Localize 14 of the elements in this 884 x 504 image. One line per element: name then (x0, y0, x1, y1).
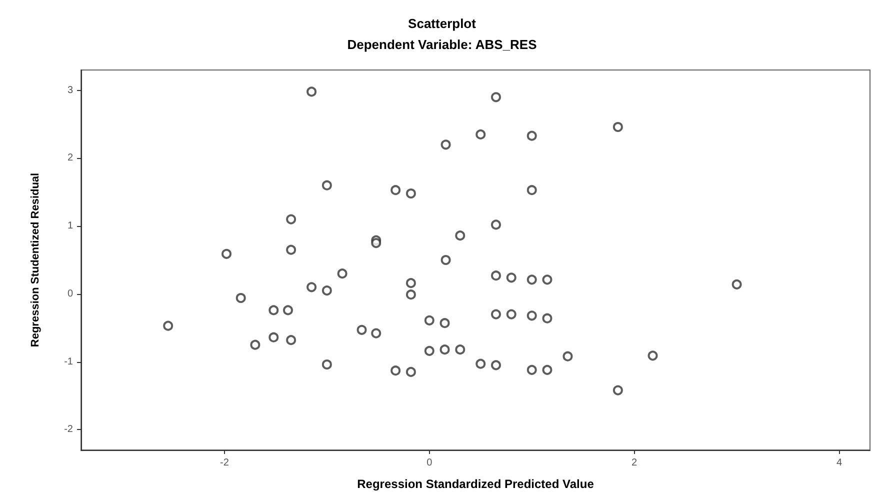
chart-subtitle: Dependent Variable: ABS_RES (347, 37, 538, 52)
chart-title: Scatterplot (408, 16, 477, 31)
y-tick-label: 3 (67, 84, 74, 96)
x-tick-label: -2 (220, 458, 230, 468)
y-tick-label: 2 (67, 152, 74, 164)
y-tick-label: -2 (64, 424, 74, 436)
x-tick-label: 2 (632, 458, 638, 468)
y-tick-label: -1 (64, 356, 74, 368)
x-axis-title: Regression Standardized Predicted Value (357, 477, 594, 491)
x-tick-label: 0 (426, 458, 433, 468)
x-tick-label: 4 (836, 458, 842, 468)
y-tick-label: 1 (67, 220, 74, 232)
y-tick-label: 0 (67, 288, 74, 300)
y-axis-title: Regression Studentized Residual (30, 172, 42, 348)
